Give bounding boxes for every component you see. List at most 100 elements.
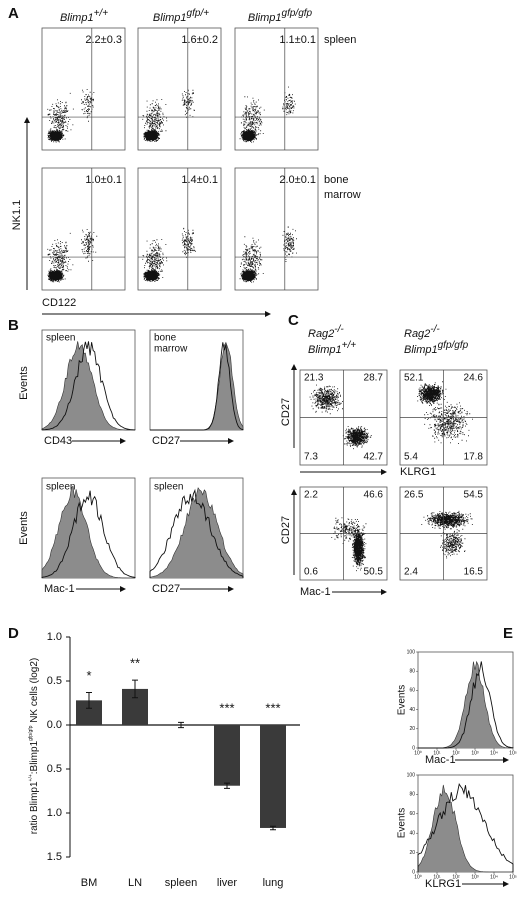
quadrant-value: 46.6 [364, 490, 384, 501]
axis-label: KLRG1 [400, 466, 436, 478]
axis-label: CD27 [280, 516, 292, 544]
axis-label: Mac-1 [300, 586, 331, 598]
y-tick-label: 0 [412, 869, 415, 875]
dots [421, 510, 473, 559]
tissue-label: marrow [154, 344, 188, 355]
axis-label: Events [18, 366, 30, 400]
x-tick-label: 10³ [471, 874, 479, 880]
quadrant-value: 16.5 [464, 567, 484, 578]
dots [47, 229, 98, 283]
y-tick-label: 1.0 [47, 807, 62, 819]
axis-label: CD27 [152, 435, 180, 447]
x-tick-label: 10⁰ [414, 874, 422, 880]
dots [142, 227, 196, 282]
quadrant-value: 0.6 [304, 567, 318, 578]
label-part: +/+ [28, 774, 34, 781]
histogram-outline [150, 342, 244, 431]
x-tick-label: 10⁴ [490, 750, 498, 756]
axis-label: NK1.1 [11, 200, 23, 231]
significance: *** [265, 700, 280, 715]
percentage: 2.2±0.3 [85, 34, 122, 46]
y-tick-label: 0.0 [47, 719, 62, 731]
row-label: bone [324, 174, 348, 186]
tissue-label: spleen [154, 482, 183, 493]
quadrant-value: 24.6 [464, 373, 484, 384]
x-tick-label: BM [81, 877, 98, 889]
axis-label: KLRG1 [425, 878, 461, 890]
axis-label: CD27 [152, 583, 180, 595]
axis-label: Events [18, 511, 30, 545]
histogram-outline [41, 490, 136, 578]
axis-label: CD43 [44, 435, 72, 447]
error-bar [224, 782, 230, 789]
row-label: marrow [324, 189, 361, 201]
y-tick-label: 40 [409, 707, 415, 713]
histogram-outline [41, 341, 136, 431]
label-part: :Blimp1 [29, 740, 40, 774]
error-bar [86, 691, 92, 709]
y-tick-label: 80 [409, 792, 415, 798]
y-tick-label: 20 [409, 850, 415, 856]
row-label: spleen [324, 34, 356, 46]
y-tick-label: 1.0 [47, 631, 62, 643]
column-title: Rag2-/- [404, 324, 440, 340]
panel-label: C [288, 312, 299, 329]
percentage: 2.0±0.1 [279, 174, 316, 186]
column-title: Blimp1gfp/+ [153, 8, 209, 24]
y-tick-label: 0.5 [47, 763, 62, 775]
axis-label: CD27 [280, 398, 292, 426]
y-tick-label: 60 [409, 811, 415, 817]
error-bar [270, 825, 276, 831]
quadrant-value: 50.5 [364, 567, 384, 578]
percentage: 1.4±0.1 [181, 174, 218, 186]
panel-label: E [503, 625, 513, 642]
axis-label: Mac-1 [425, 754, 456, 766]
axis-label: Mac-1 [44, 583, 75, 595]
x-tick-label: 10⁴ [490, 874, 498, 880]
x-tick-label: 10⁰ [414, 750, 422, 756]
column-title: Blimp1+/+ [60, 8, 108, 24]
x-tick-label: 10² [452, 874, 460, 880]
quadrant-value: 2.4 [404, 567, 418, 578]
significance: ** [130, 656, 140, 671]
column-title: Rag2-/- [308, 324, 344, 340]
histogram-filled [41, 341, 135, 431]
percentage: 1.6±0.2 [181, 34, 218, 46]
panel-label: A [8, 5, 19, 22]
percentage: 1.1±0.1 [279, 34, 316, 46]
significance: *** [219, 700, 234, 715]
x-tick-label: 10¹ [433, 874, 441, 880]
y-tick-label: 100 [407, 772, 416, 778]
histogram-filled [41, 485, 135, 579]
quadrant-value: 21.3 [304, 373, 324, 384]
dots [142, 89, 195, 142]
histogram-filled [417, 784, 513, 873]
quadrant-value: 7.3 [304, 452, 318, 463]
label-part: ratio Blimp1 [29, 781, 40, 834]
histogram-outline [149, 488, 244, 578]
y-tick-label: 0 [412, 745, 415, 751]
y-tick-label: 20 [409, 726, 415, 732]
y-tick-label: 0.5 [47, 675, 62, 687]
axis-label: CD122 [42, 297, 76, 309]
histogram-filled [149, 487, 244, 578]
quadrant-value: 42.7 [364, 452, 384, 463]
y-tick-label: 1.5 [47, 851, 62, 863]
plot-frame [137, 27, 222, 151]
x-tick-label: 10¹ [433, 750, 441, 756]
dots [47, 89, 95, 143]
y-tick-label: 100 [407, 649, 416, 655]
quadrant-value: 52.1 [404, 373, 424, 384]
histogram-outline [418, 661, 514, 749]
quadrant-value: 28.7 [364, 373, 384, 384]
quadrant-value: 2.2 [304, 490, 318, 501]
bar [214, 725, 240, 786]
quadrant-value: 5.4 [404, 452, 418, 463]
tissue-label: bone [154, 333, 177, 344]
dots [309, 384, 372, 450]
histogram-outline [417, 783, 514, 872]
x-tick-label: 10² [452, 750, 460, 756]
x-tick-label: liver [217, 877, 238, 889]
y-tick-label: 40 [409, 831, 415, 837]
